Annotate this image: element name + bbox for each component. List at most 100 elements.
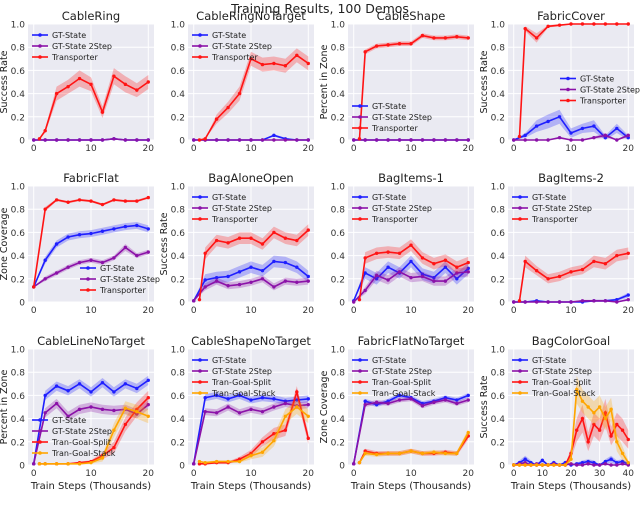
error-band xyxy=(519,247,629,301)
data-point xyxy=(586,462,590,466)
data-point xyxy=(135,223,139,228)
y-axis-label: Success Rate xyxy=(479,50,490,113)
legend-item-tran-goal-stack: Tran-Goal-Stack xyxy=(32,449,116,458)
data-point xyxy=(77,138,82,142)
legend-marker xyxy=(198,33,202,37)
data-point xyxy=(534,300,539,304)
data-point xyxy=(615,422,619,427)
y-tick-label: 0 xyxy=(19,462,25,472)
x-tick-label: 10 xyxy=(85,144,97,154)
data-point xyxy=(203,251,207,255)
data-point xyxy=(306,138,310,142)
data-point xyxy=(534,124,539,128)
series-gt-state xyxy=(352,255,470,303)
data-point xyxy=(260,242,265,246)
legend-item-gt-state-2step: GT-State 2Step xyxy=(352,367,432,376)
data-point xyxy=(615,300,619,304)
data-point xyxy=(569,138,573,142)
y-tick-label: 0.8 xyxy=(11,44,26,54)
x-tick-label: 20 xyxy=(565,469,577,479)
panel-title: CableShape xyxy=(377,9,446,23)
legend-item-tran-goal-split: Tran-Goal-Split xyxy=(192,378,271,387)
legend-marker xyxy=(358,358,362,362)
data-point xyxy=(443,36,448,40)
legend-label: GT-State 2Step xyxy=(580,86,640,95)
data-point xyxy=(135,386,139,391)
y-tick-label: 1.0 xyxy=(491,21,506,31)
data-point xyxy=(580,299,585,303)
data-point xyxy=(620,428,625,432)
x-tick-label: 20 xyxy=(623,144,635,154)
data-point xyxy=(363,256,367,260)
y-tick-label: 0.8 xyxy=(11,369,26,379)
data-point xyxy=(100,202,105,207)
data-point xyxy=(306,228,310,232)
data-point xyxy=(89,390,93,394)
legend-item-gt-state-2step: GT-State 2Step xyxy=(512,204,592,213)
data-point xyxy=(272,230,276,235)
series-gt-state-2step xyxy=(32,398,150,466)
data-point xyxy=(409,243,413,247)
data-point xyxy=(386,401,390,406)
data-point xyxy=(592,135,596,140)
data-point xyxy=(512,300,516,304)
grid-lines xyxy=(28,348,154,466)
legend-item-gt-state: GT-State xyxy=(32,31,86,40)
legend-marker xyxy=(86,266,90,270)
data-point xyxy=(626,251,630,255)
y-tick-label: 0.8 xyxy=(171,44,186,54)
x-tick-label: 10 xyxy=(245,144,257,154)
legend-marker xyxy=(198,391,202,395)
data-point xyxy=(523,26,527,31)
error-band xyxy=(519,24,629,137)
error-band xyxy=(513,133,629,140)
data-point xyxy=(615,126,619,131)
data-point xyxy=(295,405,299,409)
data-point xyxy=(455,35,459,39)
error-band xyxy=(359,432,469,463)
legend-marker xyxy=(358,369,362,373)
data-point xyxy=(615,253,619,258)
data-point xyxy=(615,138,619,142)
data-point xyxy=(237,282,242,287)
data-point xyxy=(66,462,70,466)
legend-marker xyxy=(38,44,42,48)
legend-item-transporter: Transporter xyxy=(192,215,258,224)
data-point xyxy=(100,110,105,114)
data-point xyxy=(192,299,196,303)
data-point xyxy=(283,401,288,406)
panel-title: CableRingNoTarget xyxy=(196,9,306,23)
data-point xyxy=(374,44,379,48)
data-point xyxy=(89,258,93,262)
data-point xyxy=(546,138,550,142)
legend: GT-State GT-State 2Step Tran-Goal-Split Tra… xyxy=(32,416,116,458)
data-point xyxy=(432,275,436,280)
data-point xyxy=(283,260,288,265)
x-tick-label: 0 xyxy=(511,144,517,154)
y-tick-label: 0.4 xyxy=(171,415,186,425)
legend-marker xyxy=(38,418,42,422)
legend-label: GT-State xyxy=(532,193,566,202)
x-tick-label: 20 xyxy=(143,469,155,479)
data-point xyxy=(397,398,402,402)
y-tick-label: 0.2 xyxy=(11,113,25,123)
data-point xyxy=(237,393,242,398)
data-point xyxy=(455,271,459,275)
data-point xyxy=(197,138,202,142)
data-point xyxy=(363,50,367,54)
legend-item-transporter: Transporter xyxy=(352,215,418,224)
data-point xyxy=(626,437,630,442)
series-gt-state-2step xyxy=(192,138,310,142)
data-point xyxy=(197,297,202,302)
legend-label: Tran-Goal-Split xyxy=(531,378,591,387)
series-gt-state-2step xyxy=(512,133,630,142)
grid-lines xyxy=(188,348,314,466)
grid-lines xyxy=(348,348,474,466)
data-point xyxy=(43,277,47,281)
legend-item-gt-state-2step: GT-State 2Step xyxy=(32,427,112,436)
data-point xyxy=(260,62,265,67)
legend-label: GT-State xyxy=(532,356,566,365)
x-tick-label: 10 xyxy=(537,469,549,479)
panel-title: CableShapeNoTarget xyxy=(191,334,311,348)
